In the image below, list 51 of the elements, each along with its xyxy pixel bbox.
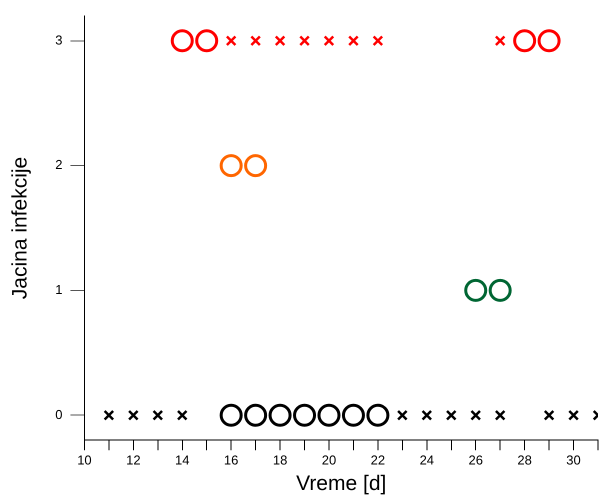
point [244,154,268,178]
x-tick-label: 16 [224,452,238,468]
point [274,35,286,46]
x-tick-label: 10 [77,452,92,468]
point [446,410,457,421]
y-tick-label: 2 [55,157,62,172]
x-tick-label: 18 [272,452,288,468]
point [366,404,390,427]
point [195,29,218,52]
y-tick-label: 1 [55,282,62,297]
point [250,35,262,46]
x-tick-label: 24 [420,452,434,468]
y-axis-title: Jacina infekcije [8,156,32,300]
point [176,410,188,421]
point [244,404,268,427]
point [494,410,506,421]
point [421,410,432,421]
point [226,35,237,46]
point [396,410,408,421]
point [152,410,164,421]
point [299,35,310,46]
x-tick-label: 22 [370,452,386,468]
x-tick-label: 20 [322,452,336,468]
point [544,410,555,421]
point [103,410,114,421]
point [372,35,384,46]
point [342,404,365,427]
point [323,35,334,46]
point [470,410,482,421]
x-tick-label: 12 [126,452,141,468]
x-tick-label: 30 [566,452,581,468]
point [317,404,340,427]
point [170,29,194,52]
x-tick-label: 28 [517,452,532,468]
point [494,35,506,46]
point [268,404,292,427]
x-tick-label: 26 [468,452,483,468]
y-tick-label: 3 [55,32,62,48]
point [513,29,536,52]
point [538,29,561,52]
x-axis-title: Vreme [d] [296,472,386,496]
x-tick-label: 14 [175,452,190,468]
point [464,278,488,302]
point [488,278,512,302]
point [568,410,580,421]
point [348,35,359,46]
point [128,410,139,421]
point [293,404,316,427]
y-tick-label: 0 [55,406,62,422]
point [220,404,243,427]
point [220,154,243,178]
